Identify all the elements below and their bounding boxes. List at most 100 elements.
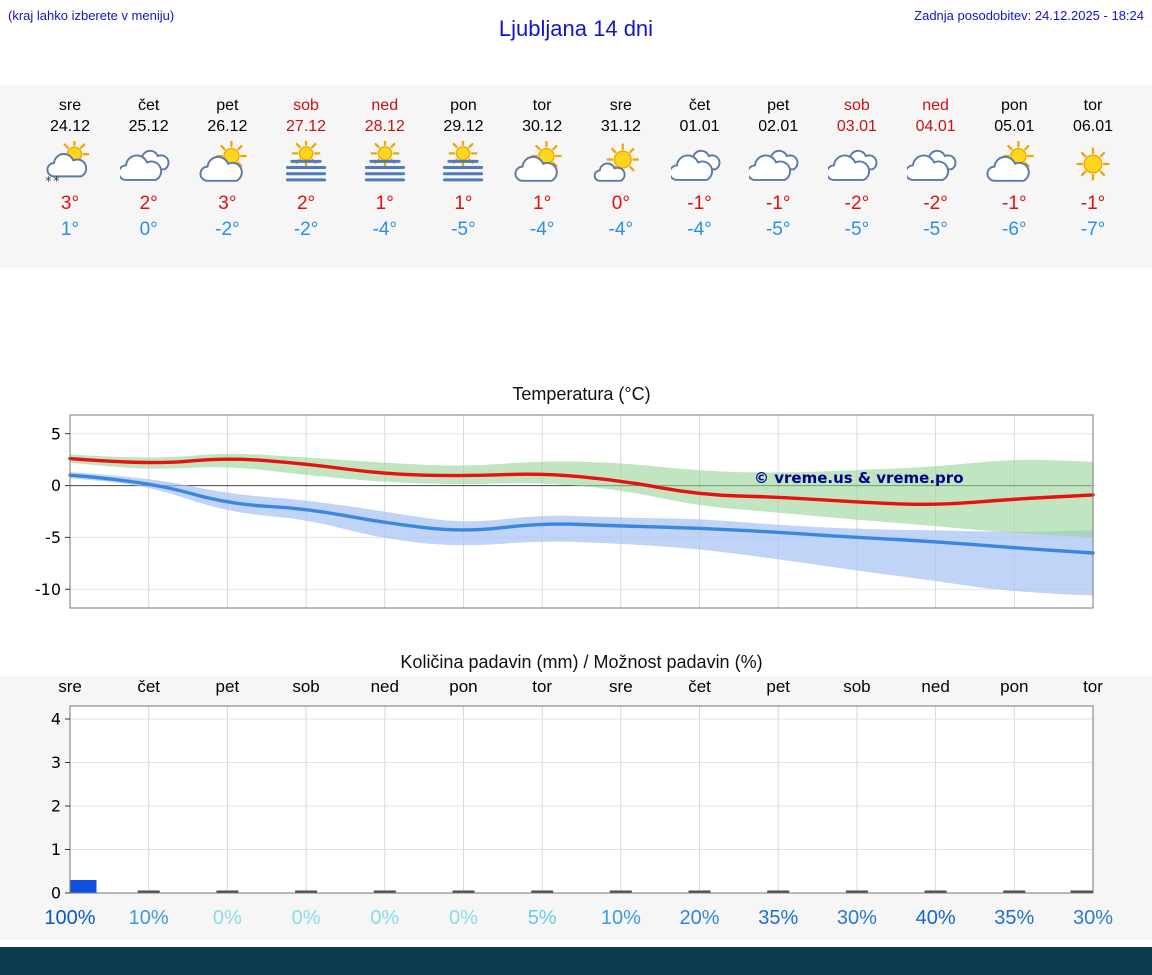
day-column[interactable]: sob 03.01 -2° -5° — [817, 95, 897, 243]
weather-icon-wrap — [423, 137, 503, 191]
precip-day-label: pet — [215, 677, 240, 696]
day-name: pet — [216, 97, 239, 114]
min-temperature: -2° — [215, 219, 240, 240]
min-temperature: -4° — [608, 219, 634, 240]
sunny-icon — [1076, 147, 1110, 181]
precip-probability-label: 10% — [128, 907, 169, 929]
weather-icon-wrap — [660, 137, 740, 191]
max-temperature: -1° — [765, 193, 791, 214]
day-column[interactable]: ned 28.12 1° -4° — [345, 95, 425, 243]
day-name: ned — [922, 97, 949, 114]
weather-icon-wrap — [345, 137, 425, 191]
svg-text:*: * — [53, 174, 59, 187]
zero-precip-mark — [767, 890, 790, 893]
precip-day-label: tor — [1083, 677, 1103, 696]
weather-icon-wrap — [1053, 137, 1133, 191]
precipitation-chart-area: sre čet pet sob ned pon tor sre čet pet sob ned pon t… — [0, 676, 1152, 940]
day-column[interactable]: pet 26.12 3° -2° — [187, 95, 267, 243]
day-name: sre — [609, 97, 632, 114]
cloudy-icon — [906, 149, 957, 181]
zero-precip-mark — [295, 890, 318, 893]
day-column[interactable]: pet 02.01 -1° -5° — [738, 95, 818, 243]
day-name: čet — [138, 97, 160, 114]
precipitation-chart: 0 1 2 3 4 — [51, 705, 1094, 900]
day-column[interactable]: pon 05.01 -1° -6° — [974, 95, 1054, 243]
day-date: 02.01 — [758, 118, 799, 135]
weather-icon-wrap — [817, 137, 897, 191]
partly-cloudy-icon — [514, 141, 562, 182]
max-temperature: -2° — [923, 193, 948, 214]
svg-text:3: 3 — [51, 753, 61, 772]
day-column[interactable]: čet 01.01 -1° -4° — [660, 95, 740, 243]
min-temperature: -5° — [923, 219, 948, 240]
weather-icon-wrap — [109, 137, 189, 191]
precip-probability-label: 35% — [758, 907, 799, 929]
day-name: sob — [293, 97, 319, 114]
footer-bar — [0, 947, 1152, 975]
day-name: sob — [844, 97, 870, 114]
precip-day-label: sob — [843, 677, 871, 696]
day-column[interactable]: čet 25.12 2° 0° — [109, 95, 189, 243]
min-temperature: -4° — [687, 219, 712, 240]
precip-probability-label: 35% — [994, 907, 1035, 929]
min-temperature: -4° — [529, 219, 555, 240]
zero-precip-mark — [924, 890, 947, 893]
max-temperature: 2° — [139, 193, 158, 214]
precip-day-label: sob — [292, 677, 320, 696]
precip-day-label: pon — [1000, 677, 1029, 696]
zero-precip-mark — [137, 890, 160, 893]
zero-precip-mark — [531, 890, 554, 893]
weather-icon-wrap — [502, 137, 582, 191]
day-column[interactable]: sob 27.12 2° -2° — [266, 95, 346, 243]
header: (kraj lahko izberete v meniju) Ljubljana… — [0, 0, 1152, 85]
day-column[interactable]: sre 24.12 * * 3° 1° — [30, 95, 110, 243]
max-temperature: 2° — [296, 193, 316, 214]
precip-day-label: čet — [688, 677, 711, 696]
precip-probability-label: 30% — [1072, 907, 1114, 929]
precip-day-label: ned — [370, 677, 399, 696]
weather-icon-wrap — [974, 137, 1054, 191]
max-temperature: -1° — [687, 193, 712, 214]
zero-precip-mark — [373, 890, 396, 893]
precip-day-label: čet — [137, 677, 161, 696]
min-temperature: -5° — [451, 219, 476, 240]
max-temperature: -1° — [1080, 193, 1106, 214]
precip-day-labels-row: sre čet pet sob ned pon tor sre čet pet sob ned pon t… — [0, 676, 1152, 700]
precip-bar — [70, 880, 97, 893]
sun-fog-icon — [443, 141, 484, 182]
temperature-chart-title: Temperatura (°C) — [512, 384, 651, 404]
precip-probability-label: 100% — [44, 907, 96, 929]
day-column[interactable]: ned 04.01 -2° -5° — [896, 95, 976, 243]
day-date: 28.12 — [364, 118, 405, 135]
max-temperature: 0° — [611, 193, 630, 214]
day-name: ned — [371, 97, 399, 114]
min-temperature: -7° — [1080, 219, 1106, 240]
svg-text:4: 4 — [51, 710, 61, 729]
svg-text:-5: -5 — [45, 528, 61, 547]
day-date: 05.01 — [994, 118, 1035, 135]
min-temperature: -2° — [293, 219, 319, 240]
day-column[interactable]: pon 29.12 1° -5° — [423, 95, 503, 243]
max-temperature: -1° — [1002, 193, 1027, 214]
zero-precip-mark — [1070, 890, 1093, 893]
zero-precip-mark — [216, 890, 239, 893]
day-column[interactable]: tor 30.12 1° -4° — [502, 95, 582, 243]
day-date: 03.01 — [836, 118, 877, 135]
svg-text:*: * — [45, 174, 51, 187]
precip-day-label: sre — [58, 677, 82, 696]
precip-probability-label: 0% — [291, 907, 321, 929]
svg-text:5: 5 — [51, 424, 61, 443]
precip-probability-label: 40% — [915, 907, 956, 929]
day-column[interactable]: sre 31.12 0° -4° — [581, 95, 661, 243]
day-date: 30.12 — [522, 118, 563, 135]
day-name: čet — [688, 97, 711, 114]
day-name: pon — [1000, 97, 1028, 114]
precip-day-label: pon — [449, 677, 478, 696]
max-temperature: -2° — [844, 193, 870, 214]
day-date: 04.01 — [915, 118, 956, 135]
day-column[interactable]: tor 06.01 -1° -7° — [1053, 95, 1133, 243]
precip-day-label: pet — [766, 677, 791, 696]
min-temperature: -5° — [844, 219, 870, 240]
weather-icon-wrap — [738, 137, 818, 191]
sun-fog-icon — [285, 141, 327, 182]
